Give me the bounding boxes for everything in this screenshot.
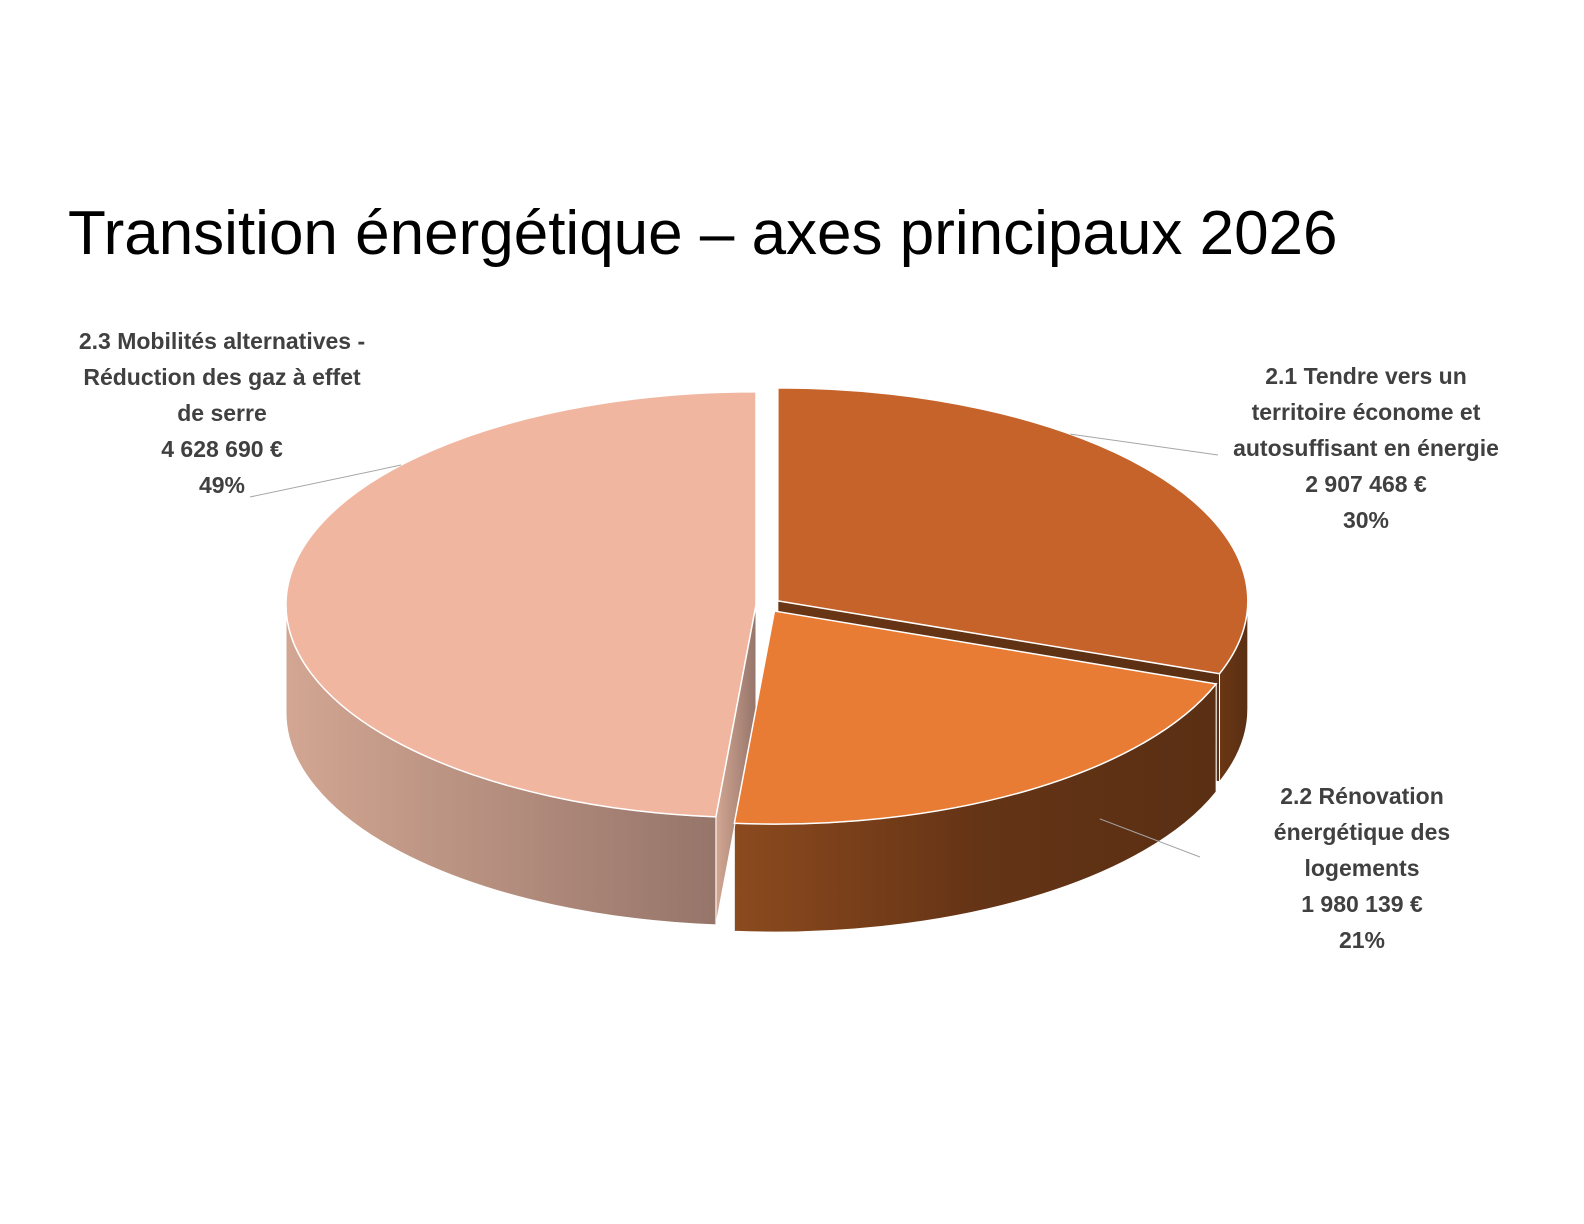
value-label: 1 980 139 € (1301, 891, 1423, 917)
value-label: 2 907 468 € (1305, 471, 1427, 497)
slice-label: 2.3 Mobilités alternatives - Réduction d… (67, 323, 377, 503)
percent-label: 49% (198, 472, 246, 498)
leader-line (1099, 818, 1201, 858)
value-label: 4 628 690 € (161, 436, 283, 462)
category-label: 2.1 Tendre vers un territoire économe et… (1233, 363, 1499, 461)
leader-line (1070, 433, 1219, 456)
slice (777, 387, 1249, 675)
slice (285, 390, 757, 818)
percent-label: 30% (1342, 507, 1390, 533)
slice-label: 2.1 Tendre vers un territoire économe et… (1211, 358, 1521, 538)
percent-label: 21% (1338, 927, 1386, 953)
category-label: 2.2 Rénovation énergétique des logements (1273, 783, 1451, 881)
slice (733, 610, 1218, 825)
chart-title: Transition énergétique – axes principaux… (68, 199, 1338, 268)
category-label: 2.3 Mobilités alternatives - Réduction d… (78, 328, 366, 426)
slice-label: 2.2 Rénovation énergétique des logements… (1207, 778, 1517, 958)
leader-line (249, 464, 402, 498)
